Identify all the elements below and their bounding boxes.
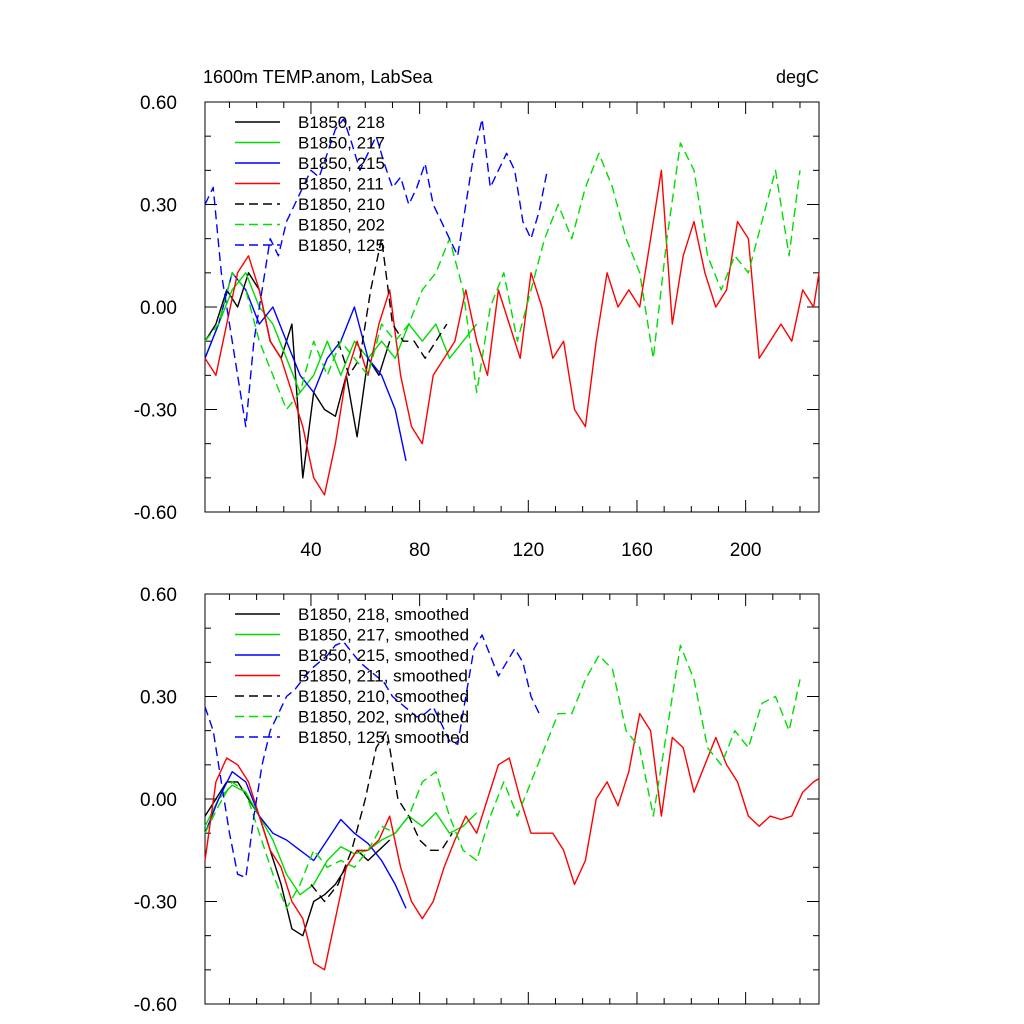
- series-lines: [204, 634, 820, 971]
- series-lines: [204, 118, 820, 496]
- legend-label: B1850, 210, smoothed: [298, 687, 469, 706]
- legend-label: B1850, 218: [298, 113, 385, 132]
- x-tick-label: 200: [730, 540, 762, 561]
- y-tick-label: 0.00: [140, 790, 177, 811]
- series-line: [204, 169, 820, 496]
- legend: B1850, 218, smoothed B1850, 217, smoothed…: [235, 605, 469, 747]
- series-line: [204, 272, 478, 394]
- legend-label: B1850, 217: [298, 134, 385, 153]
- axis-ticks: [205, 593, 819, 1005]
- x-tick-label: 160: [621, 540, 653, 561]
- y-tick-label: -0.60: [134, 503, 177, 524]
- y-tick-label: 0.60: [140, 93, 177, 114]
- series-line: [204, 118, 548, 428]
- series-line: [204, 272, 407, 461]
- series-line: [204, 644, 801, 909]
- y-tick-label: 0.00: [140, 298, 177, 319]
- y-tick-label: 0.30: [140, 688, 177, 709]
- y-tick-label: -0.30: [134, 401, 177, 422]
- axis-tick-labels: -0.60 -0.30 0.00 0.30 0.60 40 80 120 160 200: [134, 93, 762, 561]
- y-tick-label: 0.60: [140, 585, 177, 606]
- legend-label: B1850, 215, smoothed: [298, 646, 469, 665]
- series-line: [204, 712, 820, 971]
- series-line: [204, 784, 478, 896]
- legend-label: B1850, 211: [298, 175, 384, 194]
- legend-label: B1850, 218, smoothed: [298, 605, 469, 624]
- legend-label: B1850, 125, smoothed: [298, 728, 469, 747]
- top-panel: 1600m TEMP.anom, LabSea degC -0.60 -0.30 0…: [134, 67, 820, 561]
- series-line: [204, 142, 801, 411]
- x-tick-label: 120: [512, 540, 544, 561]
- legend-label: B1850, 202: [298, 216, 385, 235]
- series-line: [204, 272, 391, 479]
- axis-tick-labels: -0.60 -0.30 0.00 0.30 0.60: [134, 585, 177, 1016]
- series-line: [337, 237, 448, 376]
- series-line: [204, 771, 407, 909]
- units-label: degC: [776, 67, 819, 87]
- x-tick-label: 80: [409, 540, 430, 561]
- legend-label: B1850, 211, smoothed: [298, 667, 468, 686]
- y-tick-label: -0.60: [134, 995, 177, 1016]
- legend-label: B1850, 215: [298, 154, 385, 173]
- axis-ticks: [205, 101, 819, 513]
- legend-label: B1850, 202, smoothed: [298, 708, 469, 727]
- legend-label: B1850, 217, smoothed: [298, 626, 469, 645]
- bottom-panel: -0.60 -0.30 0.00 0.30 0.60 B1850, 218, smoot…: [134, 585, 820, 1016]
- series-line: [310, 730, 453, 903]
- legend-label: B1850, 125: [298, 236, 385, 255]
- legend-label: B1850, 210: [298, 195, 385, 214]
- series-line: [204, 634, 540, 879]
- chart-title: 1600m TEMP.anom, LabSea: [203, 67, 433, 87]
- y-tick-label: -0.30: [134, 893, 177, 914]
- y-tick-label: 0.30: [140, 196, 177, 217]
- x-tick-label: 40: [300, 540, 321, 561]
